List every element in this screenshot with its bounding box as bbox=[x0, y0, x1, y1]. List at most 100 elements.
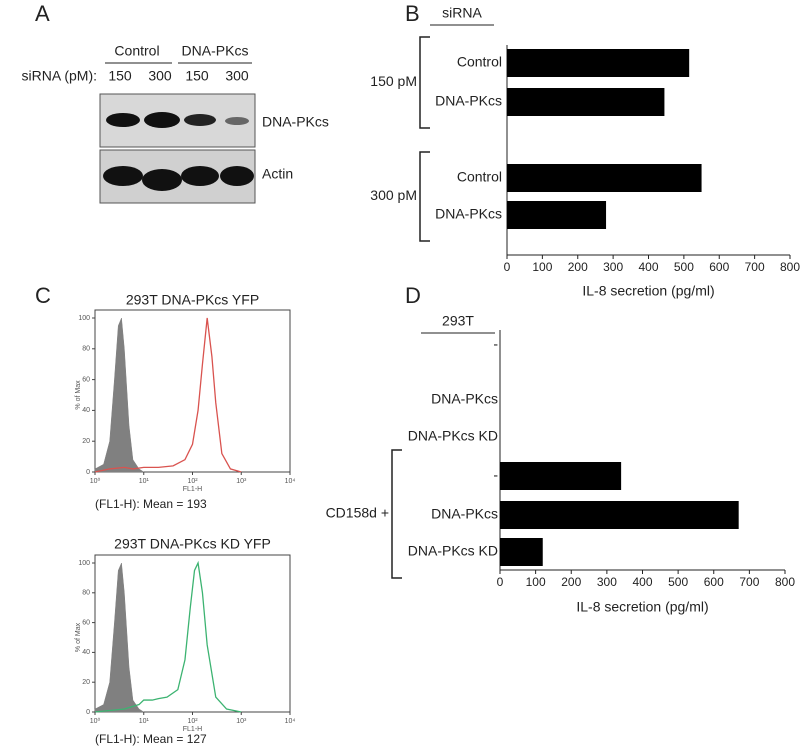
lane-label: 150 bbox=[108, 68, 132, 84]
y-tick-label: 40 bbox=[82, 649, 90, 656]
blot-label: DNA-PKcs bbox=[262, 114, 329, 130]
x-tick-label: 500 bbox=[674, 260, 694, 274]
category-label: DNA-PKcs KD bbox=[408, 543, 498, 559]
x-tick-label: 10² bbox=[187, 478, 198, 485]
x-tick-label: 10⁰ bbox=[90, 717, 101, 725]
group-label: DNA-PKcs bbox=[182, 43, 249, 59]
x-tick-label: 300 bbox=[603, 260, 623, 274]
y-tick-label: 80 bbox=[82, 346, 90, 353]
x-tick-label: 300 bbox=[597, 575, 617, 589]
panel-label: D bbox=[405, 283, 421, 308]
panel-label: C bbox=[35, 283, 51, 308]
x-tick-label: 0 bbox=[497, 575, 504, 589]
histogram-line bbox=[94, 317, 242, 473]
group-bracket bbox=[419, 36, 430, 129]
x-tick-label: 10³ bbox=[236, 718, 247, 725]
x-tick-label: 500 bbox=[668, 575, 688, 589]
x-axis-label: IL-8 secretion (pg/ml) bbox=[582, 283, 714, 299]
y-tick-label: 60 bbox=[82, 376, 90, 383]
bar bbox=[507, 88, 665, 116]
y-tick-label: 20 bbox=[82, 679, 90, 686]
band bbox=[144, 112, 180, 128]
x-tick-label: 10¹ bbox=[139, 478, 150, 485]
blot-label: Actin bbox=[262, 166, 293, 182]
band bbox=[142, 169, 182, 191]
band bbox=[103, 166, 143, 186]
chart-title: 293T DNA-PKcs YFP bbox=[126, 292, 259, 308]
bar bbox=[500, 501, 739, 529]
x-tick-label: 10¹ bbox=[139, 718, 150, 725]
bar bbox=[500, 462, 622, 490]
band bbox=[184, 114, 216, 126]
panel-label: A bbox=[35, 1, 50, 26]
histogram-line bbox=[94, 560, 242, 713]
group-label: Control bbox=[114, 43, 159, 59]
x-tick-label: 400 bbox=[632, 575, 652, 589]
category-label: DNA-PKcs bbox=[435, 206, 502, 222]
category-label: DNA-PKcs KD bbox=[408, 428, 498, 444]
group-label: 150 pM bbox=[370, 73, 417, 89]
lane-label: 300 bbox=[225, 68, 249, 84]
bar bbox=[507, 164, 702, 192]
category-label: - bbox=[493, 467, 498, 483]
chart-title: 293T DNA-PKcs KD YFP bbox=[114, 536, 271, 552]
group-bracket bbox=[391, 449, 402, 579]
category-label: DNA-PKcs bbox=[431, 506, 498, 522]
panel-label: B bbox=[405, 1, 420, 26]
x-tick-label: 400 bbox=[638, 260, 658, 274]
x-tick-label: 100 bbox=[526, 575, 546, 589]
y-tick-label: 0 bbox=[86, 709, 90, 716]
bar bbox=[507, 49, 690, 77]
y-tick-label: 80 bbox=[82, 590, 90, 597]
annotation: (FL1-H): Mean = 127 bbox=[95, 732, 207, 746]
x-tick-label: 10⁴ bbox=[285, 478, 296, 485]
histogram-area bbox=[94, 562, 145, 713]
histogram-area bbox=[94, 317, 145, 473]
y-tick-label: 0 bbox=[86, 469, 90, 476]
x-tick-label: 10⁰ bbox=[90, 477, 101, 485]
band bbox=[106, 113, 140, 127]
y-axis-label: % of Max bbox=[75, 622, 82, 652]
x-tick-label: 800 bbox=[775, 575, 795, 589]
category-label: Control bbox=[457, 54, 502, 70]
group-bracket bbox=[419, 151, 430, 242]
x-axis-label: FL1-H bbox=[183, 726, 202, 733]
group-label: CD158d + bbox=[326, 505, 389, 521]
x-tick-label: 600 bbox=[704, 575, 724, 589]
annotation: (FL1-H): Mean = 193 bbox=[95, 497, 207, 511]
x-axis-label: IL-8 secretion (pg/ml) bbox=[576, 599, 708, 615]
category-label: - bbox=[493, 336, 498, 352]
band bbox=[225, 117, 249, 125]
x-tick-label: 0 bbox=[504, 260, 511, 274]
x-tick-label: 10² bbox=[187, 718, 198, 725]
category-header: 293T bbox=[442, 313, 474, 329]
bar bbox=[500, 538, 543, 566]
lane-label: 300 bbox=[148, 68, 172, 84]
x-tick-label: 700 bbox=[745, 260, 765, 274]
category-label: Control bbox=[457, 169, 502, 185]
x-tick-label: 200 bbox=[568, 260, 588, 274]
x-tick-label: 100 bbox=[532, 260, 552, 274]
x-tick-label: 700 bbox=[739, 575, 759, 589]
category-header: siRNA bbox=[442, 5, 482, 21]
x-tick-label: 800 bbox=[780, 260, 800, 274]
y-tick-label: 100 bbox=[78, 315, 90, 322]
band bbox=[181, 166, 219, 186]
y-tick-label: 60 bbox=[82, 619, 90, 626]
lane-label: 150 bbox=[185, 68, 209, 84]
x-tick-label: 200 bbox=[561, 575, 581, 589]
y-axis-label: % of Max bbox=[75, 380, 82, 410]
x-tick-label: 600 bbox=[709, 260, 729, 274]
band bbox=[220, 166, 254, 186]
x-axis-label: FL1-H bbox=[183, 486, 202, 493]
x-tick-label: 10⁴ bbox=[285, 718, 296, 725]
x-tick-label: 10³ bbox=[236, 478, 247, 485]
category-label: DNA-PKcs bbox=[435, 93, 502, 109]
y-tick-label: 40 bbox=[82, 407, 90, 414]
y-tick-label: 100 bbox=[78, 560, 90, 567]
category-label: DNA-PKcs bbox=[431, 391, 498, 407]
bar bbox=[507, 201, 607, 229]
y-tick-label: 20 bbox=[82, 438, 90, 445]
